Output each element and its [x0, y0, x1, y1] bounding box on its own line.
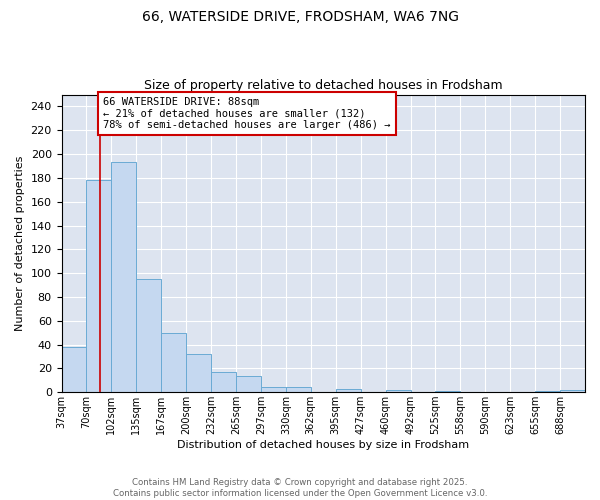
Bar — [161, 332, 186, 392]
Text: Contains HM Land Registry data © Crown copyright and database right 2025.
Contai: Contains HM Land Registry data © Crown c… — [113, 478, 487, 498]
Bar — [211, 372, 236, 392]
Bar — [62, 347, 86, 392]
Text: 66, WATERSIDE DRIVE, FRODSHAM, WA6 7NG: 66, WATERSIDE DRIVE, FRODSHAM, WA6 7NG — [142, 10, 458, 24]
Bar — [136, 279, 161, 392]
Text: 66 WATERSIDE DRIVE: 88sqm
← 21% of detached houses are smaller (132)
78% of semi: 66 WATERSIDE DRIVE: 88sqm ← 21% of detac… — [103, 97, 391, 130]
Bar — [560, 390, 585, 392]
Bar — [86, 180, 112, 392]
Bar — [336, 388, 361, 392]
Bar — [386, 390, 410, 392]
Bar — [112, 162, 136, 392]
Bar — [261, 388, 286, 392]
Bar — [286, 388, 311, 392]
Y-axis label: Number of detached properties: Number of detached properties — [15, 156, 25, 331]
Bar — [535, 391, 560, 392]
Bar — [436, 391, 460, 392]
Bar — [186, 354, 211, 392]
Bar — [236, 376, 261, 392]
X-axis label: Distribution of detached houses by size in Frodsham: Distribution of detached houses by size … — [177, 440, 469, 450]
Title: Size of property relative to detached houses in Frodsham: Size of property relative to detached ho… — [144, 79, 503, 92]
